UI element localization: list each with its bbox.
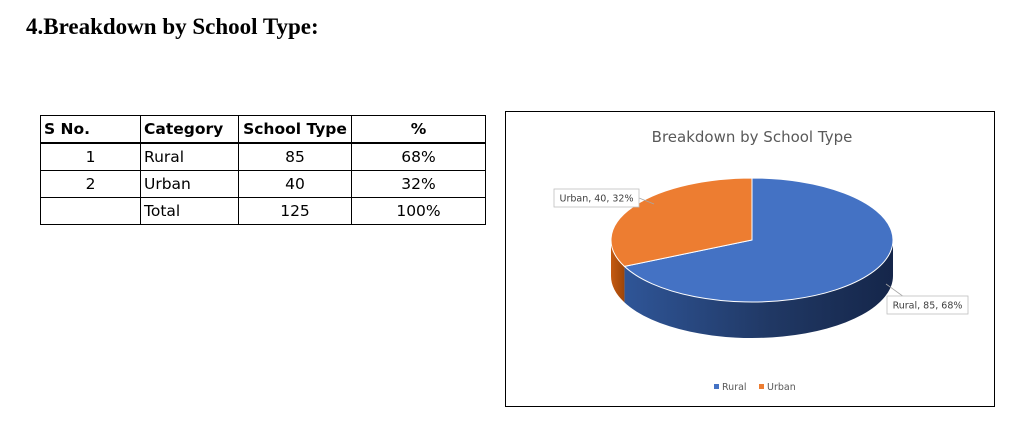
data-label-rural: Rural, 85, 68% — [885, 283, 969, 315]
cell-school-type: 40 — [238, 170, 352, 198]
legend-item-urban: Urban — [759, 382, 796, 393]
data-label-box — [886, 295, 969, 315]
legend-label: Rural — [722, 382, 747, 393]
pie-slice-rural — [623, 177, 894, 303]
header-s-no: S No. — [40, 115, 141, 144]
legend-swatch — [759, 384, 764, 389]
data-label-text: Rural, 85, 68% — [893, 301, 963, 312]
legend-item-rural: Rural — [714, 382, 747, 393]
cell-school-type: 125 — [238, 197, 352, 225]
section-heading: 4.Breakdown by School Type: — [26, 14, 319, 39]
legend-label: Urban — [767, 382, 796, 393]
pie-side-urban — [611, 240, 625, 303]
cell-category: Rural — [140, 142, 239, 171]
cell-s-no: 1 — [40, 142, 141, 171]
cell-school-type: 85 — [238, 142, 352, 171]
cell-percent: 68% — [351, 142, 486, 171]
table-row: 2 Urban 40 32% — [40, 170, 486, 198]
pie-chart: Breakdown by School Type Rural, 85, 68% U… — [505, 111, 995, 407]
school-type-table: S No. Category School Type % 1 Rural 85 … — [40, 115, 486, 225]
data-label-urban: Urban, 40, 32% — [553, 188, 655, 208]
cell-s-no — [40, 197, 141, 225]
table-row: 1 Rural 85 68% — [40, 142, 486, 171]
leader-line — [638, 197, 655, 205]
data-label-box — [553, 188, 640, 208]
cell-percent: 32% — [351, 170, 486, 198]
data-label-text: Urban, 40, 32% — [559, 194, 633, 205]
chart-title: Breakdown by School Type — [652, 128, 853, 146]
leader-line — [885, 283, 905, 298]
cell-category: Total — [140, 197, 239, 225]
cell-percent: 100% — [351, 197, 486, 225]
cell-category: Urban — [140, 170, 239, 198]
legend-swatch — [714, 384, 719, 389]
header-percent: % — [351, 115, 486, 144]
header-category: Category — [140, 115, 239, 144]
table-total-row: Total 125 100% — [40, 197, 486, 225]
table-header-row: S No. Category School Type % — [40, 115, 486, 144]
cell-s-no: 2 — [40, 170, 141, 198]
pie-chart-svg: Breakdown by School Type Rural, 85, 68% U… — [553, 128, 969, 393]
pie-side-rural — [624, 240, 893, 338]
header-school-type: School Type — [238, 115, 352, 144]
